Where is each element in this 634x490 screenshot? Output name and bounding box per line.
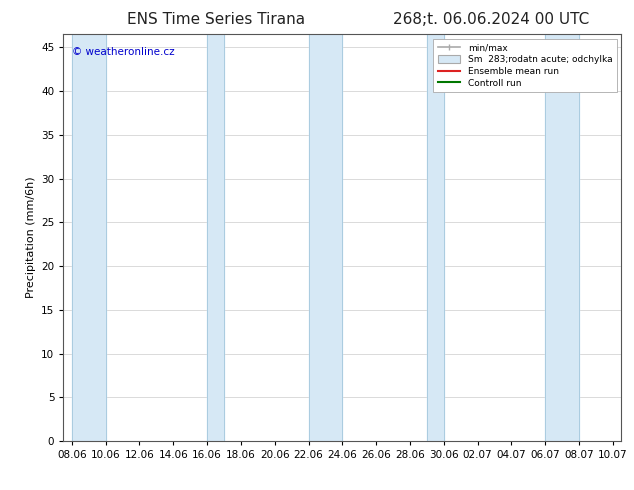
Y-axis label: Precipitation (mm/6h): Precipitation (mm/6h) xyxy=(25,177,36,298)
Legend: min/max, Sm  283;rodatn acute; odchylka, Ensemble mean run, Controll run: min/max, Sm 283;rodatn acute; odchylka, … xyxy=(434,39,617,93)
Text: ENS Time Series Tirana: ENS Time Series Tirana xyxy=(127,12,305,27)
Text: 268;t. 06.06.2024 00 UTC: 268;t. 06.06.2024 00 UTC xyxy=(393,12,590,27)
Bar xyxy=(309,34,342,441)
Bar xyxy=(427,34,444,441)
Text: © weatheronline.cz: © weatheronline.cz xyxy=(72,47,174,56)
Bar xyxy=(207,34,224,441)
Bar xyxy=(545,34,579,441)
Bar xyxy=(72,34,106,441)
